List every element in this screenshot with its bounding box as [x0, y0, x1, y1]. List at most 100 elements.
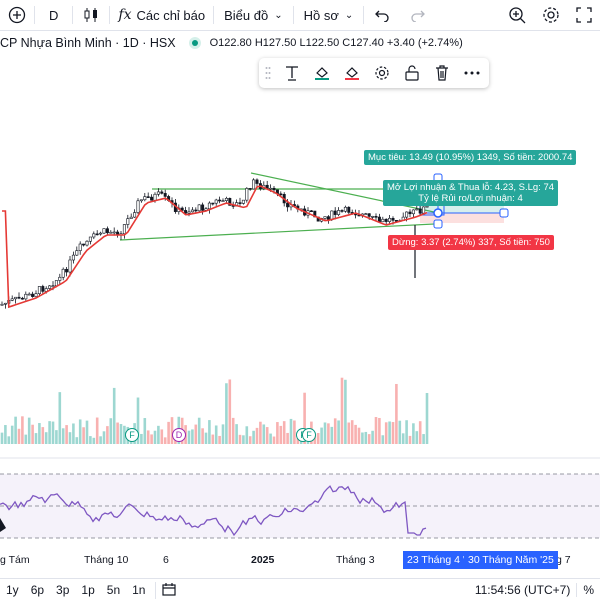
candle	[146, 196, 150, 198]
volume-bar	[140, 433, 143, 444]
candle	[201, 204, 205, 211]
profit-zone[interactable]	[420, 203, 504, 213]
add-symbol-button[interactable]	[0, 0, 34, 30]
candle	[143, 196, 147, 201]
volume-bar	[350, 420, 354, 444]
candle	[37, 286, 41, 294]
volume-bar	[221, 424, 225, 444]
candle	[214, 199, 218, 204]
redo-button[interactable]	[400, 0, 436, 30]
volume-bar	[381, 435, 385, 444]
stop-handle[interactable]	[433, 219, 443, 229]
fullscreen-icon	[576, 7, 592, 23]
event-marker-d[interactable]: D	[172, 428, 186, 442]
indicators-button[interactable]: fx Các chỉ báo	[110, 0, 213, 30]
candle	[34, 293, 38, 297]
volume-bar	[112, 387, 116, 444]
event-marker-f[interactable]: F	[125, 428, 139, 442]
candle	[65, 268, 69, 273]
candle	[411, 209, 415, 215]
candle	[333, 210, 337, 215]
delete-button[interactable]	[427, 58, 457, 88]
volume-bar	[34, 433, 38, 444]
clock[interactable]: 11:54:56 (UTC+7)	[474, 583, 571, 597]
settings-tool-button[interactable]	[367, 58, 397, 88]
candles-icon	[84, 8, 98, 22]
chart-type-button[interactable]: Biểu đồ ⌄	[214, 0, 292, 30]
symbol-title[interactable]: CP Nhựa Bình Minh · 1D · HSX	[0, 36, 176, 50]
volume-bar	[68, 432, 72, 444]
stop-color-button[interactable]	[337, 58, 367, 88]
volume-bar	[123, 425, 126, 444]
volume-bar	[279, 425, 283, 444]
candle	[61, 268, 65, 278]
candle	[20, 297, 24, 300]
time-label: Tháng 3	[336, 554, 375, 566]
volume-bar	[65, 425, 68, 444]
profile-button[interactable]: Hồ sơ ⌄	[294, 0, 364, 30]
candle	[92, 233, 96, 238]
range-1y[interactable]: 1y	[6, 583, 19, 597]
candle	[136, 200, 140, 213]
volume-bar	[211, 434, 215, 444]
search-button[interactable]	[500, 0, 534, 30]
volume-bar	[102, 431, 106, 444]
range-1p[interactable]: 1p	[81, 583, 95, 597]
price-chart[interactable]	[0, 30, 600, 578]
candle	[17, 296, 21, 299]
drag-handle[interactable]	[259, 58, 277, 88]
drawing-toolbar	[259, 58, 489, 88]
volume-bar	[231, 417, 235, 444]
volume-bar	[361, 432, 364, 444]
gear-icon	[543, 7, 559, 23]
volume-bar	[313, 433, 317, 444]
candle	[367, 213, 371, 217]
settings-button[interactable]	[534, 0, 568, 30]
candle	[221, 200, 225, 202]
volume-bar	[262, 424, 266, 444]
range-6p[interactable]: 6p	[30, 583, 45, 597]
fullscreen-button[interactable]	[568, 0, 600, 30]
volume-bar	[425, 392, 429, 444]
event-marker-f[interactable]: F	[302, 428, 316, 442]
candle	[371, 216, 375, 218]
volume-bar	[143, 418, 147, 444]
grip-icon	[265, 67, 271, 79]
volume-bar	[55, 430, 58, 444]
candle	[102, 228, 106, 234]
date-range-button[interactable]	[155, 581, 182, 599]
stop-label: Dừng: 3.37 (2.74%) 337, Số tiền: 750	[388, 235, 554, 250]
candle	[68, 259, 72, 273]
interval-button[interactable]: D	[35, 0, 72, 30]
candle	[51, 285, 55, 288]
candle	[129, 216, 133, 219]
loss-zone[interactable]	[420, 213, 504, 223]
trend-line-lower[interactable]	[119, 223, 435, 241]
entry-handle[interactable]	[433, 208, 443, 218]
candle	[160, 191, 164, 194]
candle	[112, 231, 116, 234]
chart-style-button[interactable]	[73, 0, 109, 30]
volume-bar	[316, 433, 320, 444]
range-3p[interactable]: 3p	[56, 583, 70, 597]
candle	[422, 206, 426, 214]
candles-group	[0, 178, 429, 309]
lock-button[interactable]	[397, 58, 427, 88]
text-tool-button[interactable]	[277, 58, 307, 88]
more-button[interactable]	[457, 58, 487, 88]
volume-bar	[61, 428, 65, 444]
candle	[255, 179, 259, 184]
range-5n[interactable]: 5n	[106, 583, 121, 597]
range-1n[interactable]: 1n	[132, 583, 146, 597]
rsi-line	[0, 485, 427, 537]
volume-bar	[327, 423, 330, 444]
percent-toggle[interactable]: %	[576, 583, 600, 597]
volume-bar	[391, 422, 395, 444]
plus-circle-icon	[8, 6, 26, 24]
width-handle[interactable]	[499, 208, 509, 218]
candle	[337, 210, 341, 215]
volume-bar	[272, 436, 276, 444]
undo-button[interactable]	[364, 0, 400, 30]
candle	[323, 216, 327, 219]
fill-color-button[interactable]	[307, 58, 337, 88]
